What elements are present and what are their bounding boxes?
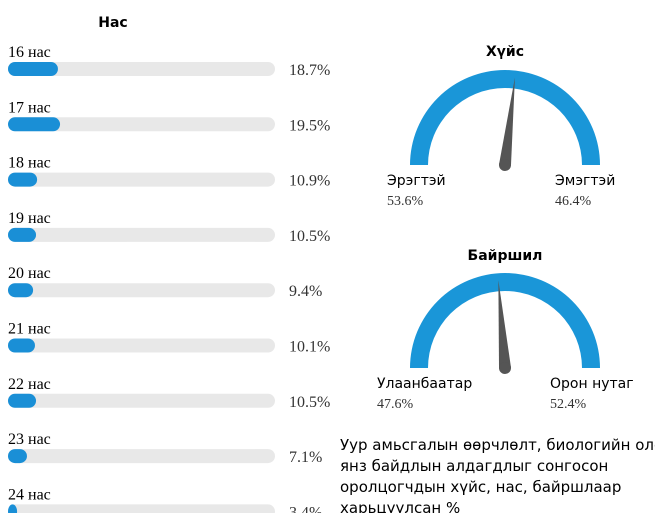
needle-hub xyxy=(499,159,511,171)
bar-track xyxy=(8,227,275,242)
bar xyxy=(8,504,18,513)
bar-track xyxy=(8,449,275,464)
category-label: 23 нас xyxy=(8,431,51,448)
chart-title: Байршил xyxy=(468,248,543,264)
gauge-arc xyxy=(410,70,600,165)
bar-track xyxy=(8,172,275,187)
gauge-needle xyxy=(498,280,511,369)
category-label: Эмэгтэй xyxy=(555,173,615,189)
value-label: 3.4% xyxy=(289,504,322,513)
bar-track xyxy=(8,393,275,408)
bar-track xyxy=(8,504,275,513)
value-label: 47.6% xyxy=(377,397,414,412)
chart-title: Хүйс xyxy=(486,44,524,60)
value-label: 10.5% xyxy=(289,394,330,411)
category-label: 21 нас xyxy=(8,321,51,338)
bar-track xyxy=(8,117,275,132)
bar-track xyxy=(8,283,275,298)
bar xyxy=(8,283,34,298)
value-label: 18.7% xyxy=(289,62,330,79)
gauge-needle xyxy=(499,77,515,166)
value-label: 10.5% xyxy=(289,228,330,245)
gauge-arc xyxy=(410,273,600,368)
category-label: 18 нас xyxy=(8,155,51,172)
category-label: Улаанбаатар xyxy=(377,376,472,392)
bar xyxy=(8,338,35,353)
bar xyxy=(8,62,58,76)
bar xyxy=(8,172,38,187)
bar-track xyxy=(8,338,275,353)
value-label: 9.4% xyxy=(289,283,322,300)
bar xyxy=(8,227,37,242)
value-label: 10.1% xyxy=(289,339,330,356)
caption: янз байдлын алдагдлыг сонгосон xyxy=(340,457,608,475)
value-label: 52.4% xyxy=(550,397,587,412)
category-label: 20 нас xyxy=(8,265,51,282)
bar xyxy=(8,117,61,132)
category-label: 16 нас xyxy=(8,44,51,61)
bar xyxy=(8,393,37,408)
category-label: 24 нас xyxy=(8,486,51,503)
caption: Уур амьсгалын өөрчлөлт, биологийн олон xyxy=(340,436,655,454)
value-label: 10.9% xyxy=(289,173,330,190)
value-label: 46.4% xyxy=(555,194,592,209)
value-label: 7.1% xyxy=(289,449,322,466)
value-label: 53.6% xyxy=(387,194,424,209)
chart-title: Нас xyxy=(98,15,127,31)
bar-track xyxy=(8,62,275,76)
caption: оролцогчдын хүйс, нас, байршлаар xyxy=(340,478,621,496)
category-label: 17 нас xyxy=(8,99,51,116)
category-label: Орон нутаг xyxy=(550,376,634,392)
category-label: 19 нас xyxy=(8,210,51,227)
caption: харьцуулсан % xyxy=(340,499,460,513)
category-label: Эрэгтэй xyxy=(387,173,446,189)
value-label: 19.5% xyxy=(289,117,330,134)
needle-hub xyxy=(499,362,511,374)
category-label: 22 нас xyxy=(8,376,51,393)
bar xyxy=(8,449,27,464)
